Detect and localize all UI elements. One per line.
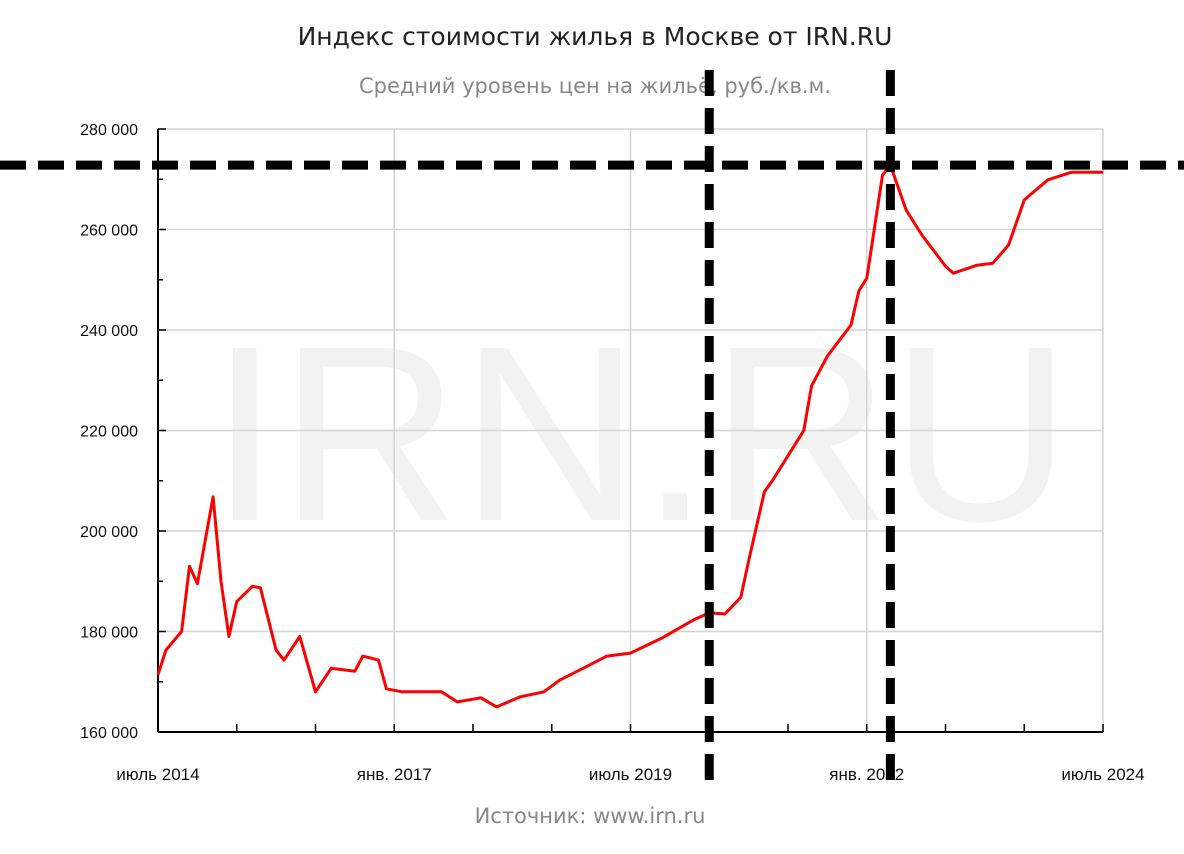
x-tick-label: янв. 2022	[829, 765, 904, 784]
chart-subtitle: Средний уровень цен на жильё, руб./кв.м.	[358, 74, 832, 98]
y-tick-label: 240 000	[80, 323, 138, 340]
watermark: IRN.RU	[210, 294, 1071, 573]
x-tick-label: июль 2014	[116, 765, 199, 784]
x-tick-label: июль 2019	[589, 765, 672, 784]
x-tick-label: янв. 2017	[357, 765, 432, 784]
x-tick-label: июль 2024	[1061, 765, 1144, 784]
y-tick-label: 200 000	[80, 524, 138, 541]
price-line	[156, 163, 1103, 709]
y-tick-label: 160 000	[80, 725, 138, 742]
y-tick-label: 260 000	[80, 223, 138, 240]
chart-title: Индекс стоимости жилья в Москве от IRN.R…	[297, 22, 893, 51]
chart-source: Источник: www.irn.ru	[474, 804, 706, 828]
y-tick-label: 220 000	[80, 424, 138, 441]
y-tick-label: 280 000	[80, 122, 138, 139]
y-tick-label: 180 000	[80, 625, 138, 642]
